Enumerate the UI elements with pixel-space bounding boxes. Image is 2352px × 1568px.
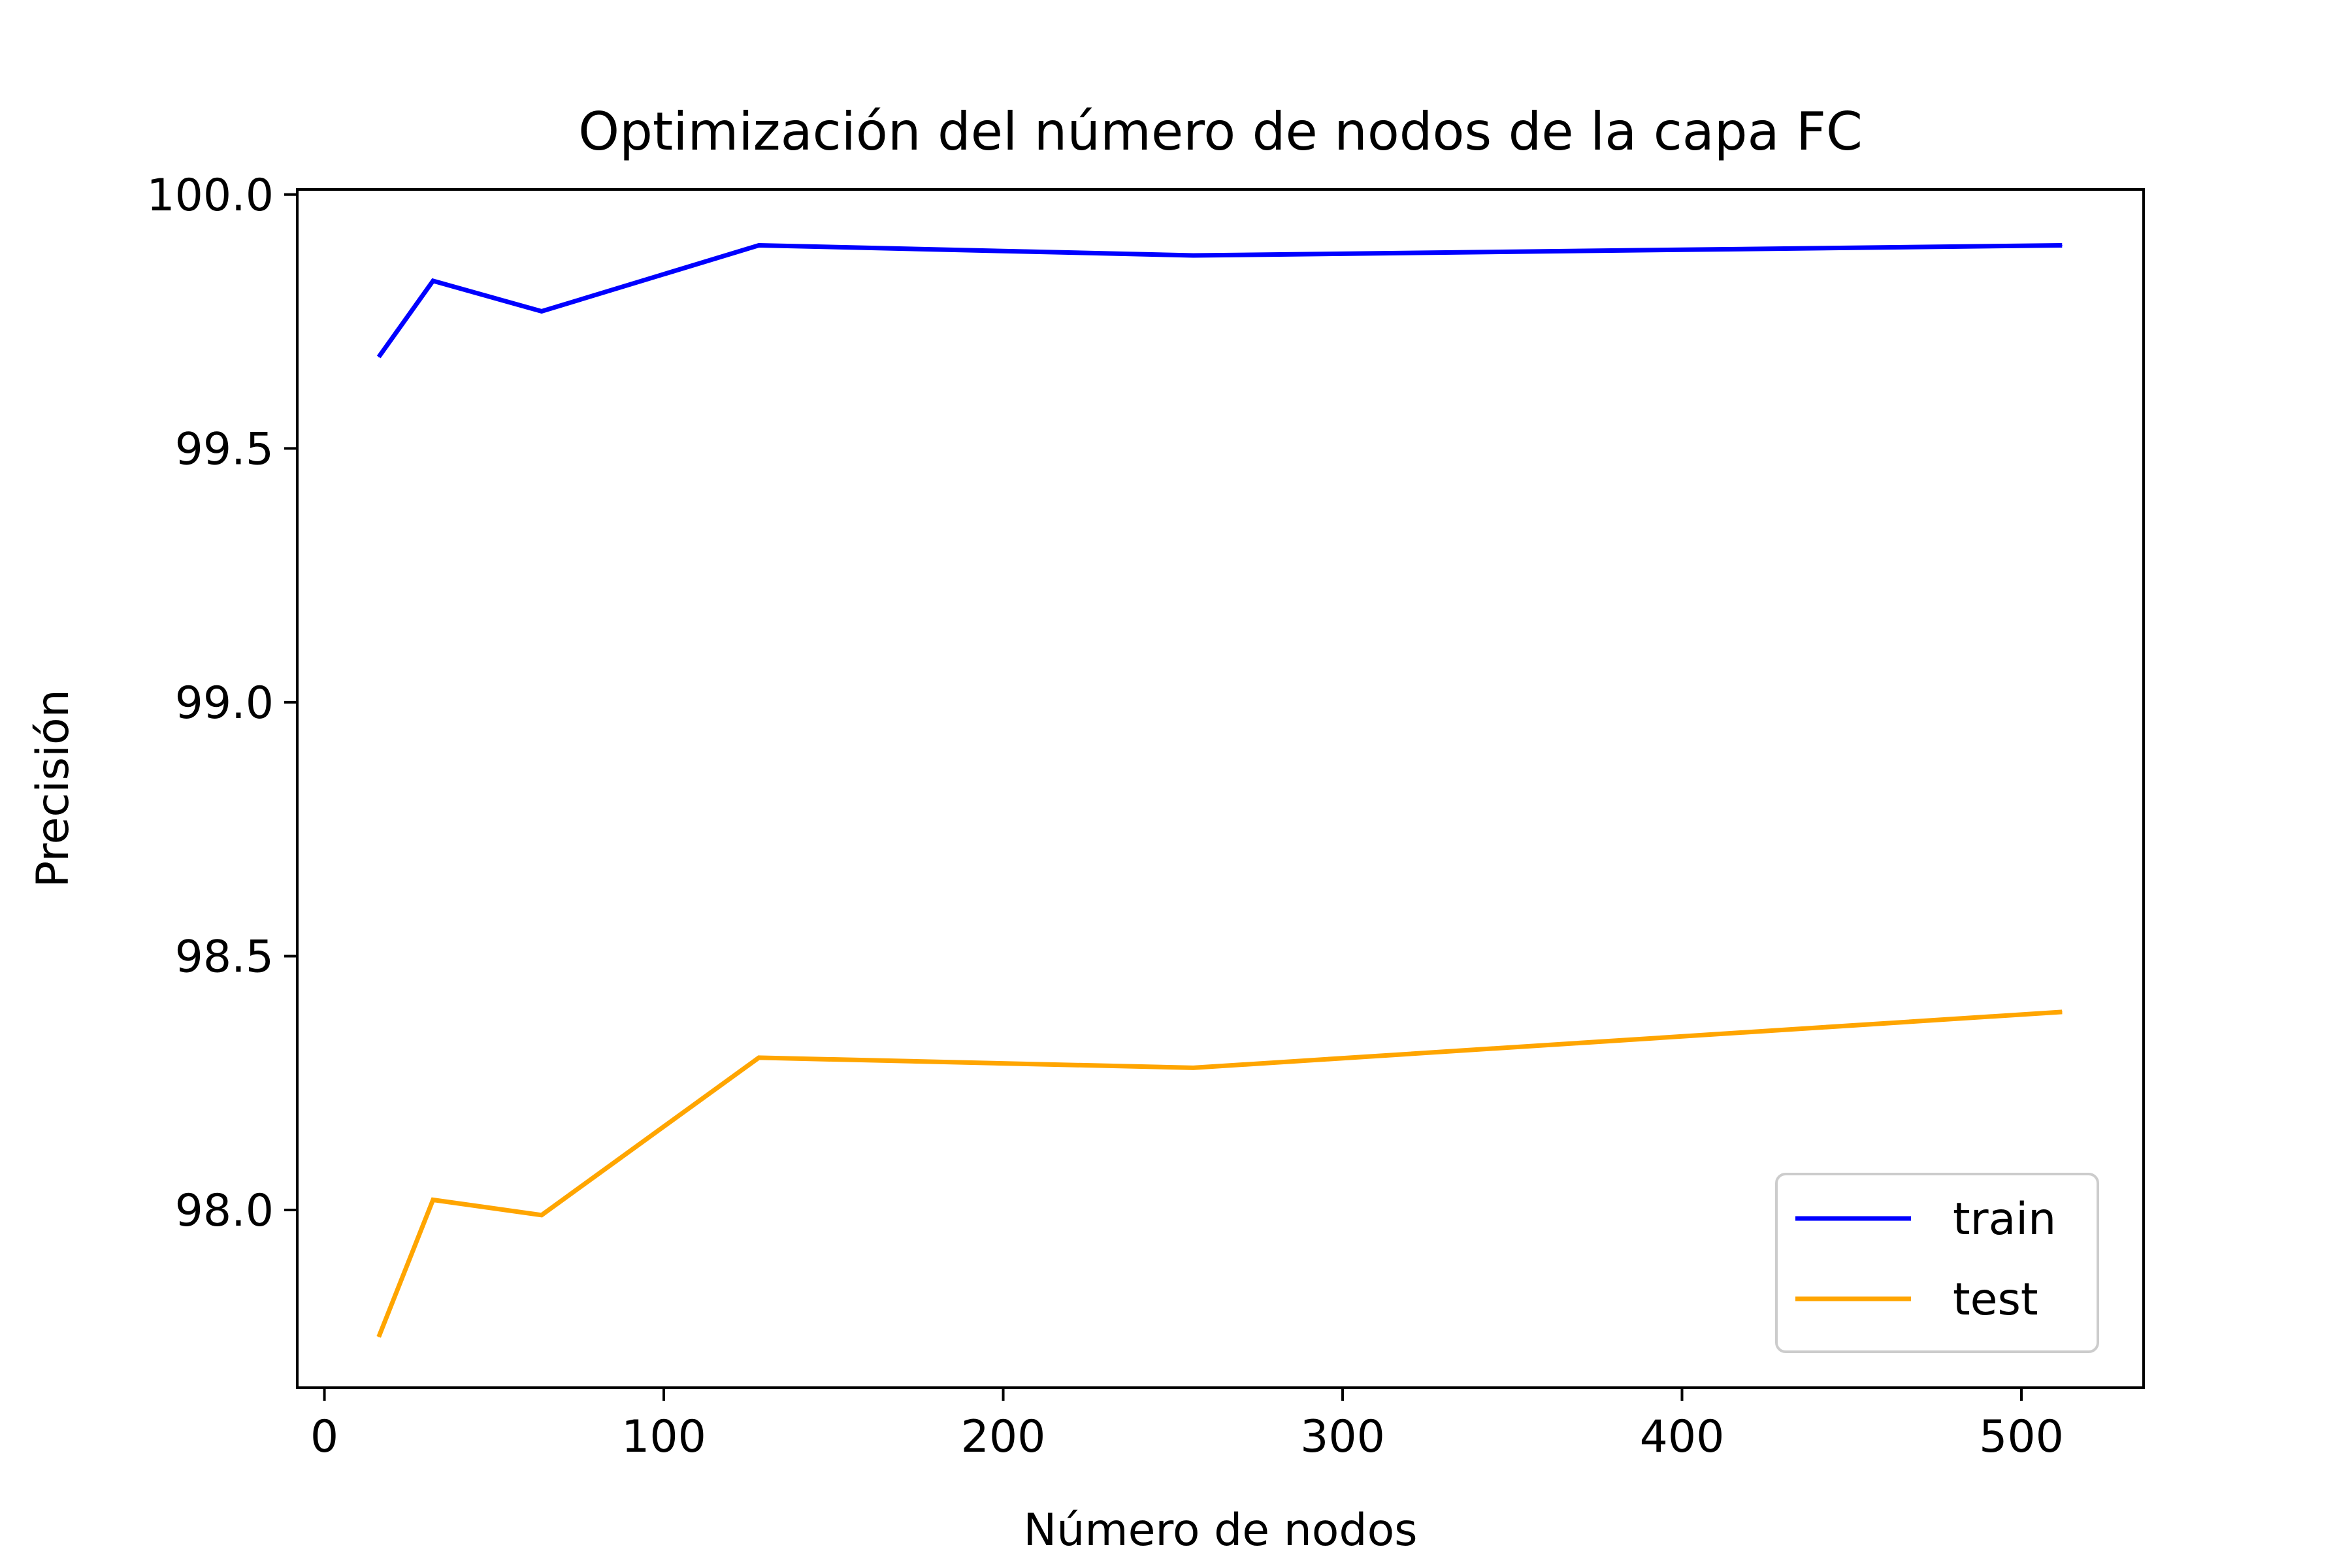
y-tick-label: 98.5 bbox=[175, 931, 274, 983]
data-point-train bbox=[2061, 244, 2063, 246]
legend-label-train: train bbox=[1953, 1194, 2056, 1245]
x-axis-label: Número de nodos bbox=[1023, 1505, 1417, 1556]
axes-frame bbox=[296, 188, 2145, 1389]
y-tick-label: 98.0 bbox=[175, 1185, 274, 1237]
chart-title: Optimización del número de nodos de la c… bbox=[578, 101, 1863, 162]
series-line-test bbox=[376, 1009, 2063, 1338]
data-point-test bbox=[2061, 1011, 2063, 1013]
y-axis: 98.0 98.5 99.0 99.5 100.0 bbox=[146, 170, 297, 1237]
x-axis: 0 100 200 300 400 500 bbox=[310, 1388, 2064, 1463]
series-line-train bbox=[376, 242, 2063, 359]
y-tick-label: 100.0 bbox=[146, 170, 274, 221]
legend: train test bbox=[1775, 1173, 2099, 1353]
x-tick-label: 400 bbox=[1640, 1411, 1725, 1463]
x-tick-label: 300 bbox=[1300, 1411, 1385, 1463]
y-axis-label: Precisión bbox=[27, 689, 79, 887]
x-tick-label: 200 bbox=[961, 1411, 1046, 1463]
x-tick-label: 100 bbox=[621, 1411, 706, 1463]
y-tick-label: 99.5 bbox=[175, 423, 274, 475]
legend-label-test: test bbox=[1953, 1274, 2038, 1326]
y-tick-label: 99.0 bbox=[175, 678, 274, 729]
data-point-train bbox=[1192, 255, 1194, 256]
x-tick-label: 500 bbox=[1979, 1411, 2064, 1463]
plot-area bbox=[376, 242, 2063, 1338]
x-tick-label: 0 bbox=[310, 1411, 338, 1463]
